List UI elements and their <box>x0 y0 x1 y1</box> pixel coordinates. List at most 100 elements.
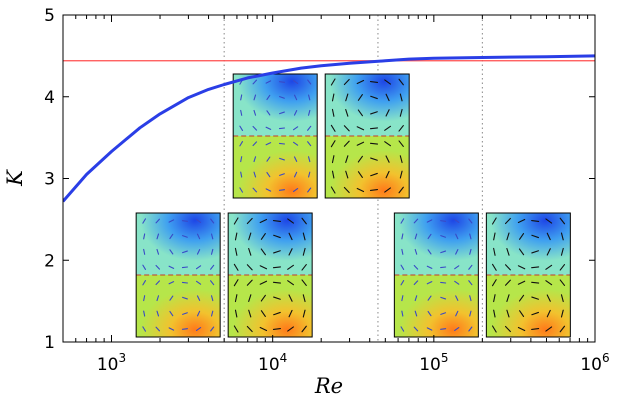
velocity-arrow <box>357 109 363 117</box>
velocity-arrow <box>155 264 161 270</box>
velocity-arrow <box>545 218 553 224</box>
y-axis: 1 2 3 4 5 <box>44 6 595 353</box>
velocity-arrow <box>169 310 174 317</box>
velocity-arrow <box>469 233 472 240</box>
velocity-arrow <box>259 265 268 270</box>
velocity-arrow <box>400 218 405 224</box>
velocity-arrow <box>560 232 564 241</box>
velocity-arrow <box>546 248 551 256</box>
inset-panel <box>232 73 318 199</box>
velocity-arrow <box>455 249 459 255</box>
velocity-arrow <box>196 249 201 255</box>
velocity-arrow <box>331 108 335 117</box>
velocity-arrow <box>345 170 349 179</box>
velocity-arrow <box>239 187 244 193</box>
velocity-arrow <box>414 248 418 255</box>
velocity-arrow <box>343 186 350 194</box>
x-tick-base: 10 <box>580 355 602 375</box>
velocity-arrow <box>560 309 564 318</box>
velocity-arrow <box>272 328 281 330</box>
inset-frame <box>324 73 410 199</box>
velocity-arrow <box>400 280 405 286</box>
velocity-arrow <box>253 109 257 116</box>
velocity-arrow <box>369 142 379 145</box>
inset-vortex-top <box>228 213 313 275</box>
velocity-arrow <box>293 110 298 116</box>
velocity-arrow <box>401 295 404 302</box>
velocity-arrow <box>399 108 403 117</box>
x-tick-exponent: 3 <box>119 351 127 365</box>
velocity-arrow <box>143 248 146 255</box>
velocity-arrow <box>259 218 268 224</box>
inset-vortex-top <box>394 213 479 275</box>
x-axis-label: Re <box>314 374 343 398</box>
velocity-arrow <box>385 155 390 163</box>
velocity-arrow <box>468 264 473 270</box>
velocity-arrow <box>273 250 281 254</box>
velocity-arrow <box>491 217 497 225</box>
velocity-arrow <box>182 250 188 254</box>
velocity-arrow <box>156 248 160 255</box>
velocity-arrow <box>293 171 298 178</box>
velocity-arrow <box>248 247 252 256</box>
velocity-arrow <box>196 233 201 240</box>
velocity-arrow <box>531 328 540 330</box>
velocity-arrow <box>288 309 293 318</box>
velocity-arrow <box>493 232 496 241</box>
velocity-arrow <box>301 263 307 271</box>
velocity-arrow <box>440 266 447 269</box>
velocity-arrow <box>252 141 258 147</box>
velocity-arrow <box>454 327 460 331</box>
x-axis: 103 104 105 106 <box>62 15 610 375</box>
velocity-arrow <box>356 141 365 146</box>
y-tick-label: 5 <box>44 6 55 26</box>
velocity-arrow <box>426 219 433 223</box>
velocity-arrow <box>279 157 285 161</box>
velocity-arrow <box>302 232 306 241</box>
velocity-arrow <box>239 125 244 131</box>
velocity-arrow <box>401 310 404 317</box>
velocity-arrow <box>155 218 161 224</box>
velocity-arrow <box>455 310 459 317</box>
velocity-arrow <box>506 232 510 241</box>
k-curve <box>63 54 595 203</box>
velocity-arrow <box>559 325 566 333</box>
velocity-arrow <box>400 326 405 332</box>
velocity-arrow <box>196 310 201 317</box>
velocity-arrow <box>278 127 286 130</box>
inset-frame <box>227 212 313 338</box>
velocity-arrow <box>265 188 272 192</box>
velocity-arrow <box>559 279 566 287</box>
velocity-arrow <box>493 294 496 303</box>
velocity-arrow <box>345 93 349 102</box>
velocity-arrow <box>307 187 312 193</box>
velocity-arrow <box>278 142 286 145</box>
velocity-arrow <box>505 217 511 225</box>
velocity-arrow <box>505 325 511 333</box>
velocity-arrow <box>330 140 336 148</box>
velocity-arrow <box>369 81 379 83</box>
velocity-arrow <box>545 264 553 270</box>
velocity-arrow <box>370 157 378 161</box>
velocity-arrow <box>331 93 335 102</box>
inset-vortex-bottom <box>228 275 313 337</box>
velocity-arrow <box>301 217 307 225</box>
velocity-arrow <box>531 281 540 284</box>
velocity-arrow <box>279 173 285 176</box>
velocity-arrow <box>356 79 365 85</box>
velocity-arrow <box>302 294 306 303</box>
velocity-arrow <box>398 78 404 86</box>
velocity-arrow <box>331 155 335 164</box>
velocity-arrow <box>210 310 214 317</box>
x-tick-label: 103 <box>97 351 126 375</box>
velocity-arrow <box>252 79 258 85</box>
velocity-arrow <box>560 247 564 256</box>
velocity-arrow <box>426 265 433 269</box>
velocity-arrow <box>248 232 252 241</box>
x-tick-label: 106 <box>580 351 609 375</box>
velocity-arrow <box>253 156 257 163</box>
velocity-arrow <box>260 232 266 240</box>
velocity-arrow <box>519 232 525 240</box>
velocity-arrow <box>272 266 281 269</box>
velocity-arrow <box>399 93 403 102</box>
